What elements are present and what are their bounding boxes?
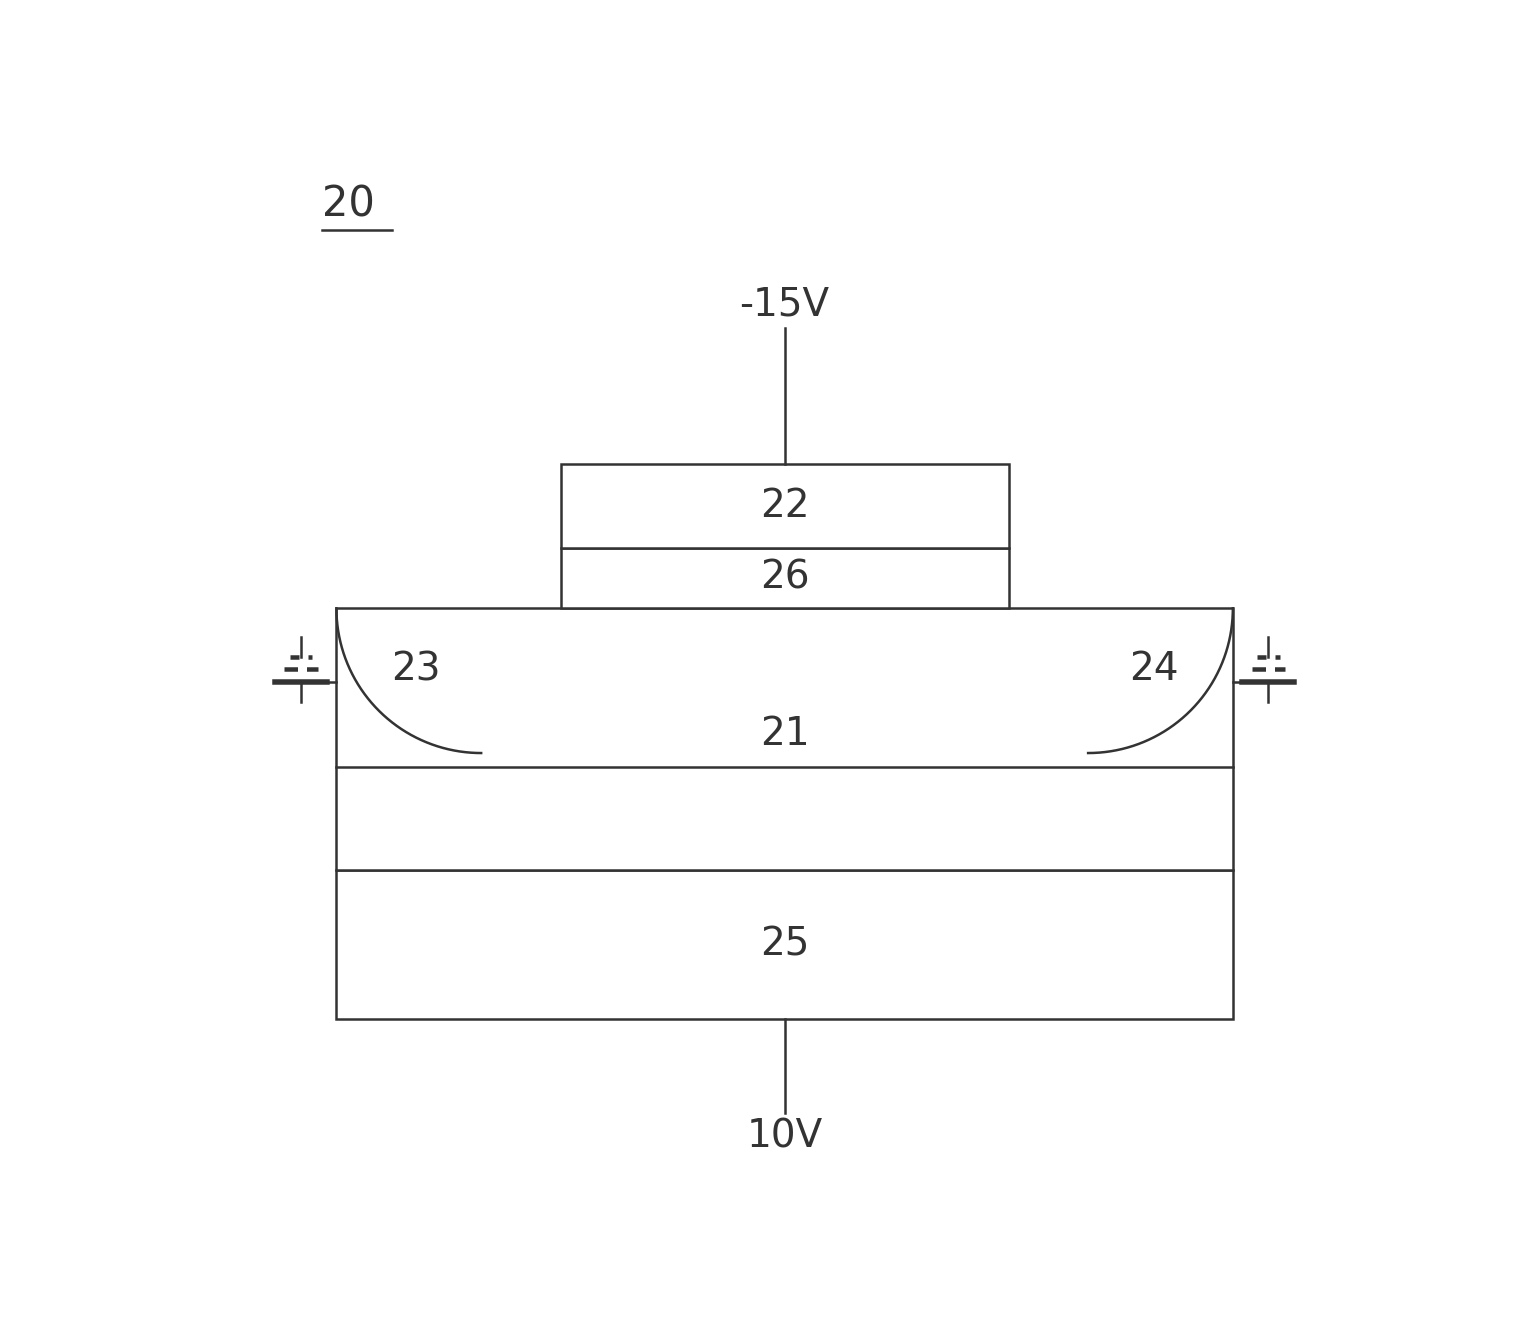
- Text: 20: 20: [323, 184, 375, 225]
- Bar: [560, 464, 1009, 547]
- Text: 23: 23: [390, 650, 441, 688]
- Text: -15V: -15V: [739, 285, 830, 323]
- Text: 10V: 10V: [747, 1118, 822, 1155]
- Bar: [560, 547, 1009, 608]
- Text: 22: 22: [759, 487, 810, 524]
- Text: 21: 21: [759, 715, 810, 752]
- Text: 25: 25: [759, 926, 810, 963]
- Bar: [337, 870, 1232, 1019]
- Text: 26: 26: [759, 559, 810, 596]
- Bar: [337, 608, 1232, 870]
- Text: 24: 24: [1128, 650, 1179, 688]
